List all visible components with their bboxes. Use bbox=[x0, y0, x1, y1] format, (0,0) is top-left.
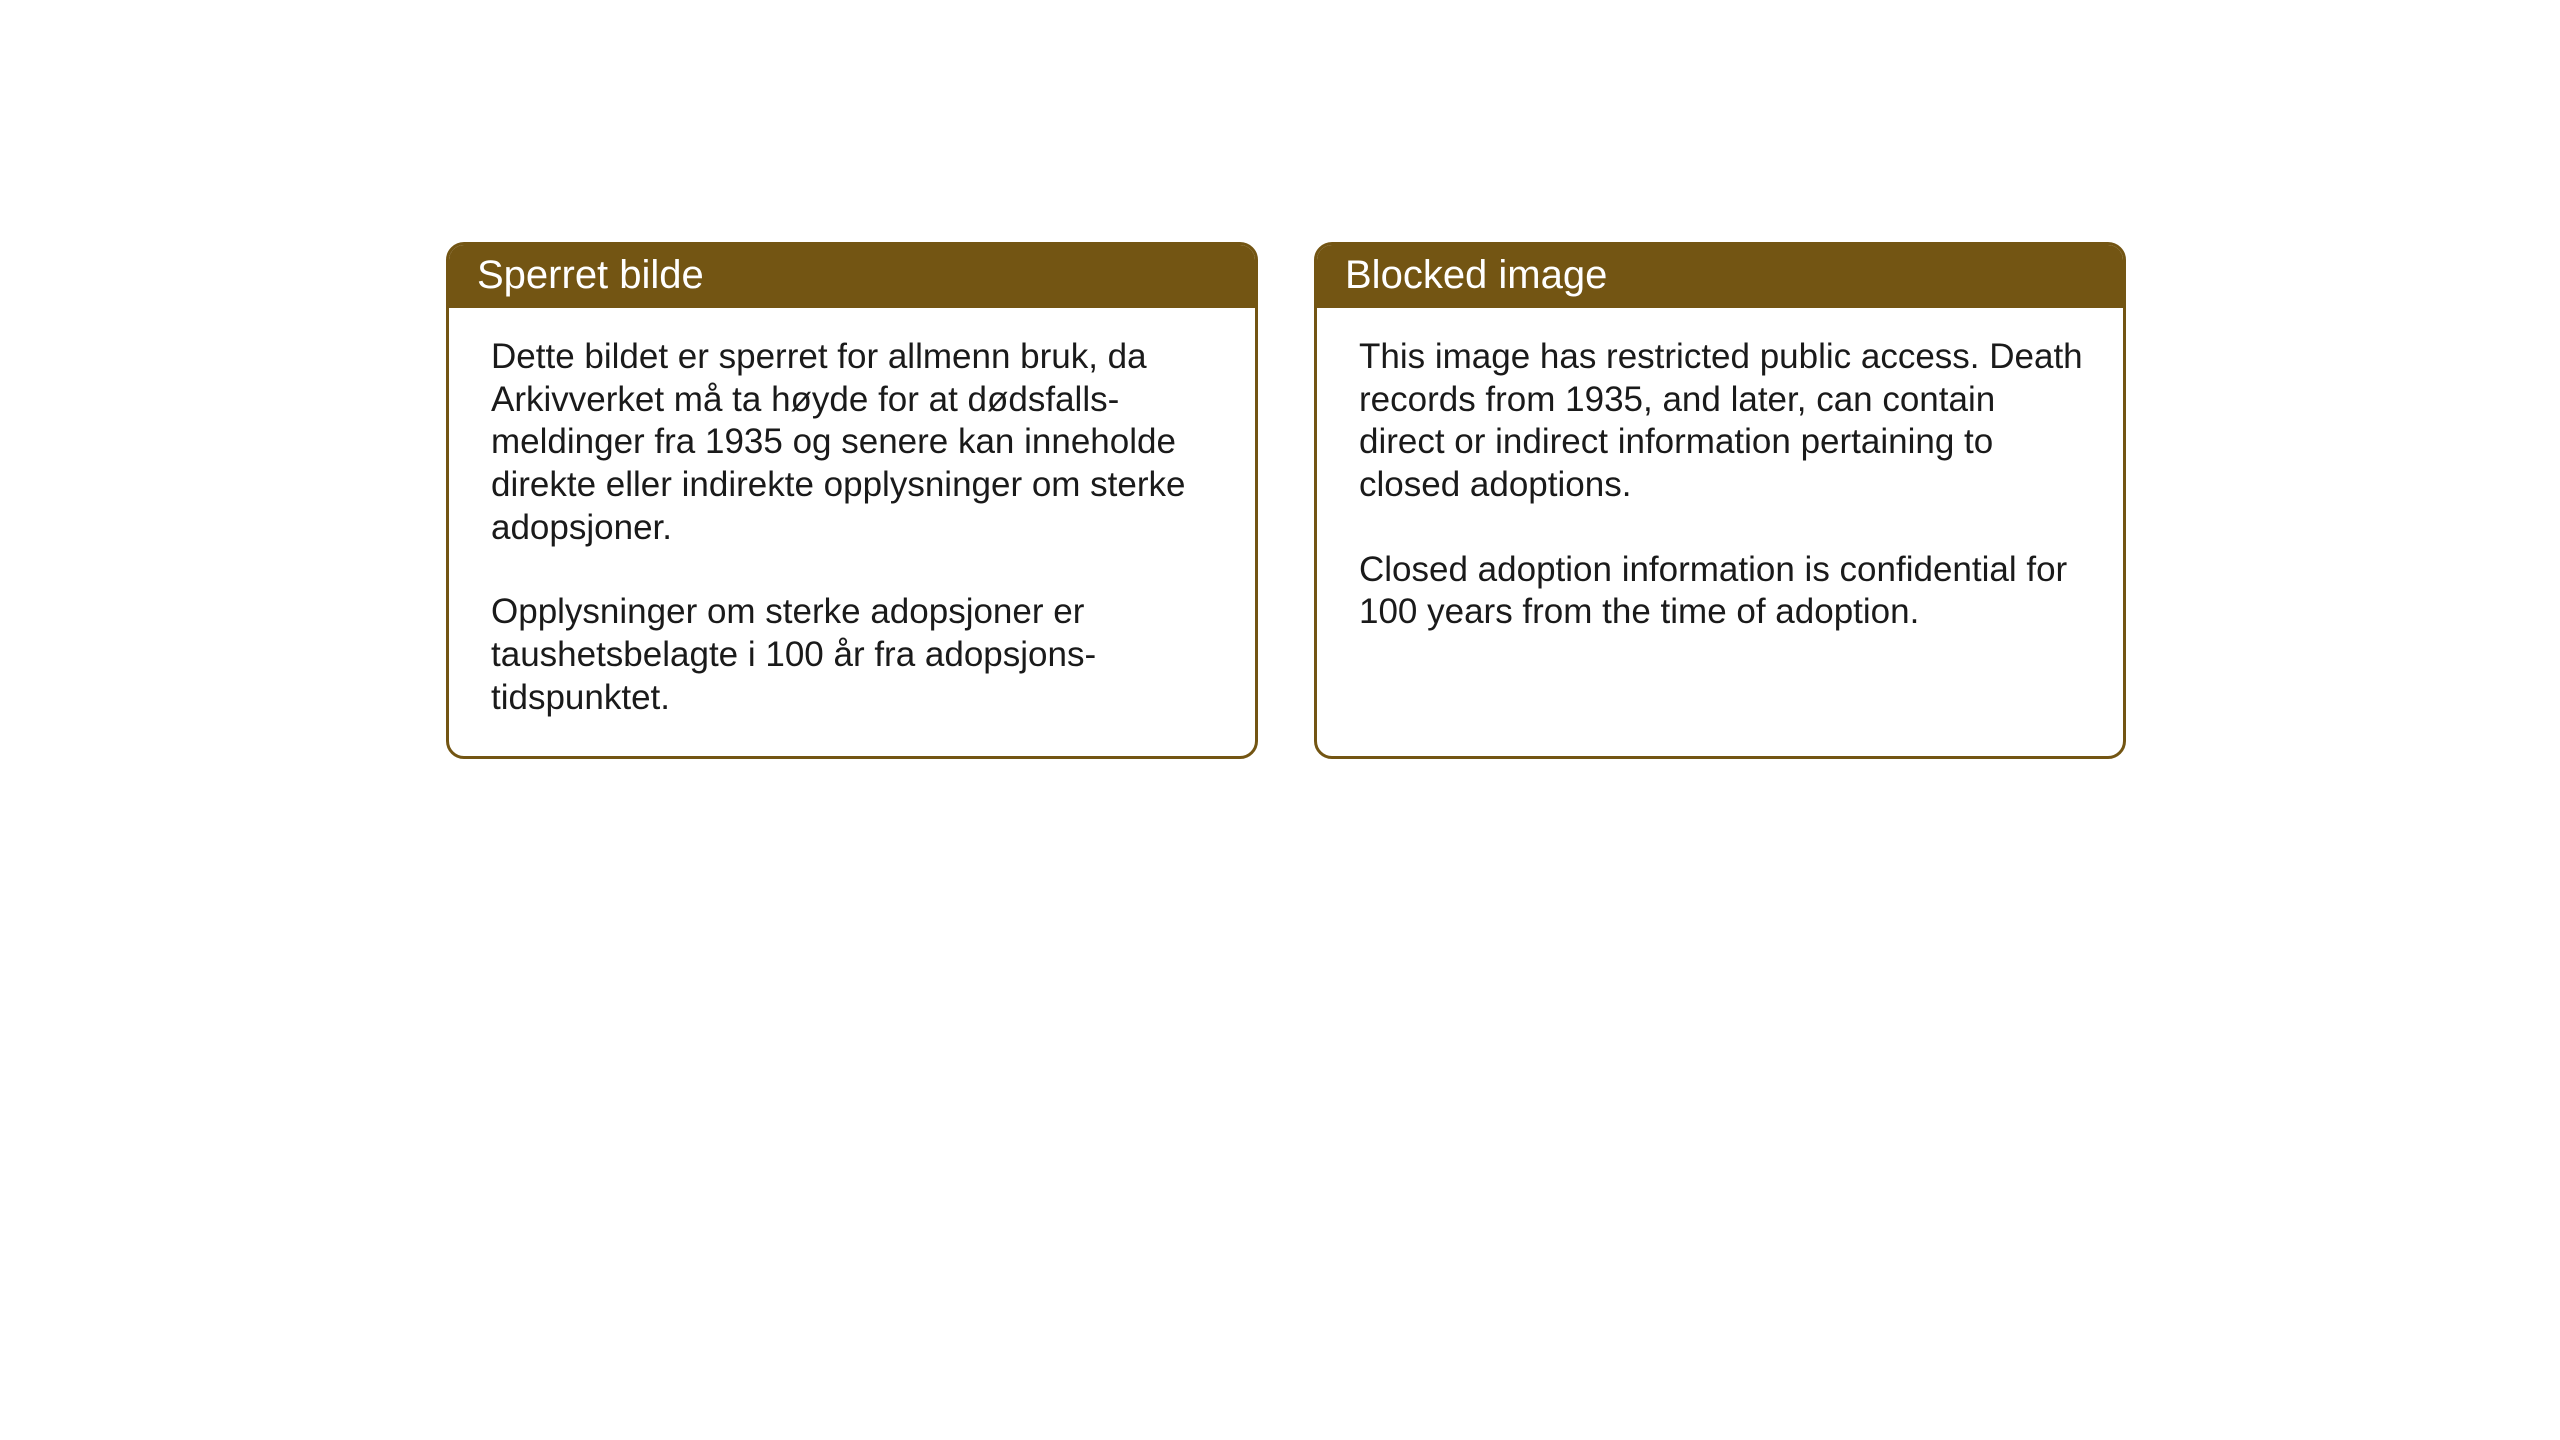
card-header-english: Blocked image bbox=[1317, 245, 2123, 308]
card-body-english: This image has restricted public access.… bbox=[1317, 308, 2123, 670]
paragraph-norwegian-2: Opplysninger om sterke adopsjoner er tau… bbox=[491, 591, 1215, 719]
paragraph-english-1: This image has restricted public access.… bbox=[1359, 336, 2083, 507]
card-english: Blocked image This image has restricted … bbox=[1314, 242, 2126, 759]
cards-container: Sperret bilde Dette bildet er sperret fo… bbox=[0, 0, 2560, 759]
paragraph-norwegian-1: Dette bildet er sperret for allmenn bruk… bbox=[491, 336, 1215, 549]
card-norwegian: Sperret bilde Dette bildet er sperret fo… bbox=[446, 242, 1258, 759]
card-header-norwegian: Sperret bilde bbox=[449, 245, 1255, 308]
card-body-norwegian: Dette bildet er sperret for allmenn bruk… bbox=[449, 308, 1255, 756]
paragraph-english-2: Closed adoption information is confident… bbox=[1359, 549, 2083, 634]
